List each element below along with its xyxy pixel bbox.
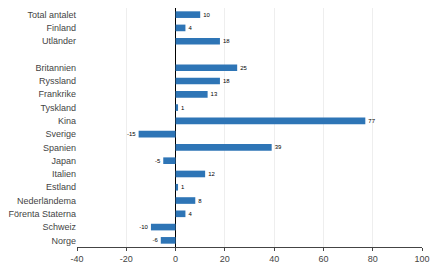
svg-text:Total antalet: Total antalet bbox=[27, 10, 76, 20]
svg-text:-15: -15 bbox=[127, 131, 136, 137]
svg-text:Norge: Norge bbox=[51, 236, 76, 246]
svg-text:25: 25 bbox=[240, 65, 247, 71]
svg-text:Nederländema: Nederländema bbox=[17, 196, 76, 206]
svg-text:20: 20 bbox=[220, 254, 230, 264]
svg-text:-10: -10 bbox=[139, 224, 148, 230]
svg-text:Förenta Staterna: Förenta Staterna bbox=[8, 209, 76, 219]
svg-text:Sverige: Sverige bbox=[45, 129, 76, 139]
svg-text:0: 0 bbox=[173, 254, 178, 264]
svg-text:77: 77 bbox=[368, 118, 375, 124]
svg-text:18: 18 bbox=[223, 78, 230, 84]
svg-text:8: 8 bbox=[198, 198, 202, 204]
svg-text:Schweiz: Schweiz bbox=[42, 222, 76, 232]
svg-text:60: 60 bbox=[318, 254, 328, 264]
svg-text:Estland: Estland bbox=[46, 182, 76, 192]
svg-text:39: 39 bbox=[275, 144, 282, 150]
svg-text:1: 1 bbox=[181, 105, 185, 111]
svg-text:Britannien: Britannien bbox=[35, 63, 76, 73]
svg-text:Italien: Italien bbox=[52, 169, 76, 179]
svg-text:-5: -5 bbox=[155, 158, 161, 164]
svg-text:Ryssland: Ryssland bbox=[39, 76, 76, 86]
svg-text:Utländer: Utländer bbox=[42, 36, 76, 46]
svg-text:4: 4 bbox=[188, 25, 192, 31]
svg-text:Finland: Finland bbox=[46, 23, 76, 33]
svg-text:40: 40 bbox=[269, 254, 279, 264]
svg-text:-40: -40 bbox=[70, 254, 83, 264]
svg-text:18: 18 bbox=[223, 38, 230, 44]
svg-text:12: 12 bbox=[208, 171, 215, 177]
svg-text:80: 80 bbox=[368, 254, 378, 264]
svg-text:Spanien: Spanien bbox=[43, 143, 76, 153]
svg-text:Frankrike: Frankrike bbox=[38, 89, 76, 99]
svg-text:1: 1 bbox=[181, 184, 185, 190]
svg-text:100: 100 bbox=[414, 254, 429, 264]
svg-text:13: 13 bbox=[211, 91, 218, 97]
svg-text:Tyskland: Tyskland bbox=[40, 103, 76, 113]
svg-text:-20: -20 bbox=[120, 254, 133, 264]
svg-text:Kina: Kina bbox=[58, 116, 76, 126]
svg-text:-6: -6 bbox=[152, 237, 158, 243]
svg-text:4: 4 bbox=[188, 211, 192, 217]
svg-text:Japan: Japan bbox=[51, 156, 76, 166]
svg-text:10: 10 bbox=[203, 12, 210, 18]
